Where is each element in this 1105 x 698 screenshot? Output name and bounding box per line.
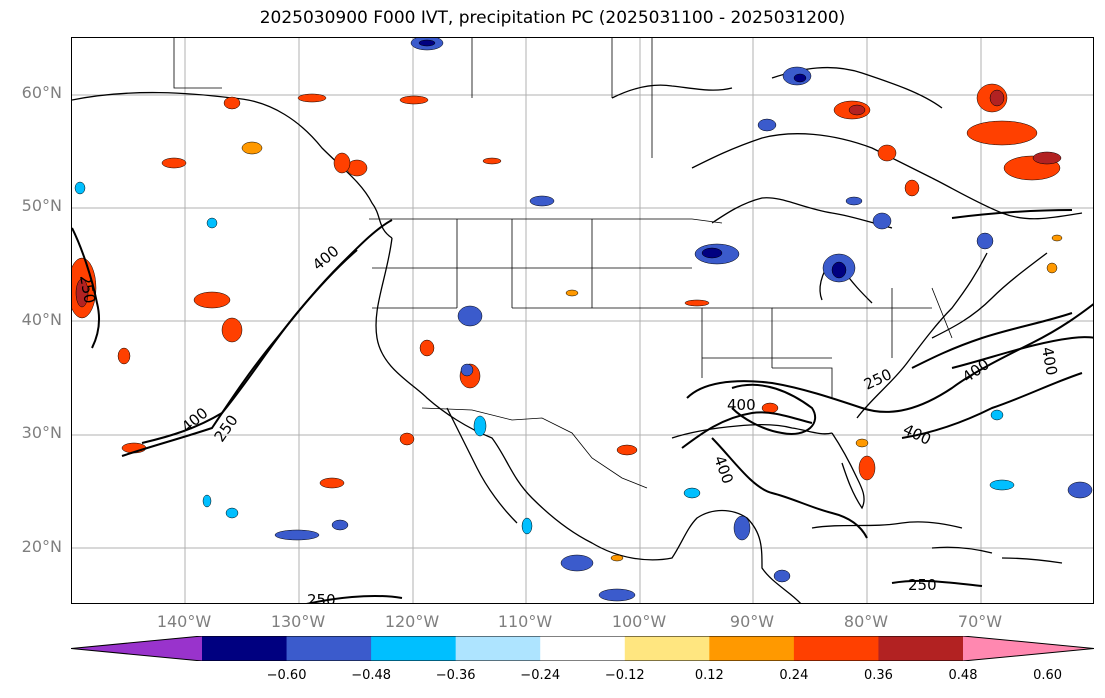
colorbar-segment (286, 636, 372, 661)
borders (173, 38, 953, 489)
colorbar-extend-high (963, 636, 1094, 661)
colorbar-segment (540, 636, 626, 661)
lat-label-50n: 50°N (21, 196, 62, 215)
colorbar-tick-label: −0.24 (520, 668, 561, 683)
lat-label-20n: 20°N (21, 537, 62, 556)
colorbar-tick-label: −0.48 (351, 668, 392, 683)
contour-label: 400 (900, 420, 934, 448)
colorbar-tick-label: −0.12 (604, 668, 645, 683)
colorbar-segment (202, 636, 288, 661)
contour-label: 250 (861, 365, 895, 393)
colorbar-tick-label: −0.60 (266, 668, 307, 683)
colorbar-tick-label: 0.36 (863, 668, 893, 683)
lat-label-30n: 30°N (21, 423, 62, 442)
colorbar-extend-low (71, 636, 202, 661)
colorbar-segment (878, 636, 964, 661)
lon-label-100w: 100°W (611, 612, 667, 631)
lat-label-60n: 60°N (21, 83, 62, 102)
colorbar-tick-label: 0.60 (1033, 668, 1063, 683)
lon-label-70w: 70°W (957, 612, 1003, 631)
colorbar-segment (624, 636, 710, 661)
colorbar-tick-label: −0.36 (435, 668, 476, 683)
contour-label: 400 (727, 396, 756, 414)
ivt-contours (72, 209, 1093, 603)
contour-label: 400 (1038, 346, 1061, 377)
lat-label-40n: 40°N (21, 310, 62, 329)
lon-label-140w: 140°W (156, 612, 212, 631)
lon-label-120w: 120°W (384, 612, 440, 631)
colorbar-segment (371, 636, 457, 661)
lon-label-110w: 110°W (497, 612, 553, 631)
colorbar-tick-label: 0.48 (948, 668, 978, 683)
precip-patches (72, 38, 1093, 602)
colorbar-tick-label: 0.12 (694, 668, 724, 683)
colorbar-tick-label: 0.24 (779, 668, 809, 683)
lon-label-90w: 90°W (729, 612, 775, 631)
contour-label: 250 (76, 274, 99, 305)
chart-title: 2025030900 F000 IVT, precipitation PC (2… (259, 8, 846, 28)
contour-label: 250 (908, 576, 937, 594)
lon-label-80w: 80°W (843, 612, 889, 631)
contour-label: 400 (710, 453, 737, 486)
colorbar-segment (793, 636, 879, 661)
coastlines (72, 66, 1083, 603)
colorbar-segment (455, 636, 541, 661)
contour-label: 250 (307, 591, 336, 604)
map-panel: 400 250 400 250 400 250 400 400 250 400 … (71, 37, 1094, 604)
colorbar-segment (709, 636, 795, 661)
gridlines (72, 38, 1093, 603)
lon-label-130w: 130°W (270, 612, 326, 631)
contour-label: 400 (959, 355, 993, 386)
map-canvas: 400 250 400 250 400 250 400 400 250 400 … (72, 38, 1093, 604)
colorbar (71, 636, 1094, 661)
